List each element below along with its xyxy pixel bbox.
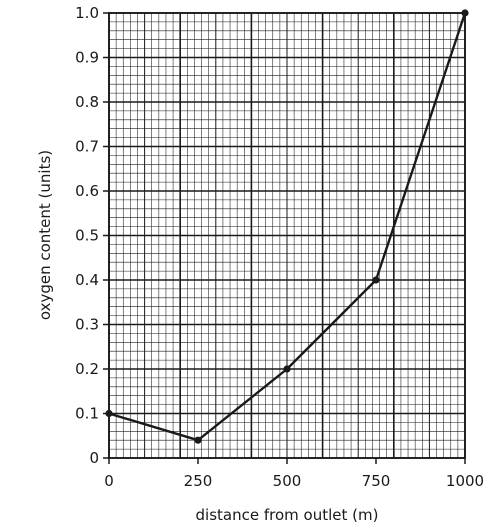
x-tick-label: 500 bbox=[273, 472, 302, 490]
series-layer bbox=[105, 9, 469, 444]
x-tick-label: 0 bbox=[104, 472, 114, 490]
y-tick-label: 0.3 bbox=[75, 316, 99, 334]
x-axis-label: distance from outlet (m) bbox=[196, 506, 379, 524]
y-tick-label: 0.2 bbox=[75, 360, 99, 378]
y-tick-label: 0.5 bbox=[75, 227, 99, 245]
x-axis-ticks: 0 250 500 750 1000 bbox=[104, 458, 484, 490]
y-tick-label: 0.9 bbox=[75, 49, 99, 67]
data-point bbox=[461, 9, 469, 17]
data-point bbox=[194, 436, 202, 444]
y-tick-label: 1.0 bbox=[75, 4, 99, 22]
y-axis-label: oxygen content (units) bbox=[36, 150, 54, 320]
y-tick-label: 0.4 bbox=[75, 271, 99, 289]
data-point bbox=[372, 276, 380, 284]
data-point bbox=[105, 409, 113, 418]
y-tick-label: 0 bbox=[89, 449, 99, 467]
y-tick-label: 0.8 bbox=[75, 93, 99, 111]
y-tick-label: 0.7 bbox=[75, 138, 99, 156]
x-tick-label: 750 bbox=[362, 472, 391, 490]
y-tick-label: 0.1 bbox=[75, 405, 99, 423]
y-axis-ticks: 0 0.1 0.2 0.3 0.4 0.5 0.6 0.7 0.8 0.9 1.0 bbox=[75, 4, 109, 467]
x-tick-label: 250 bbox=[184, 472, 213, 490]
data-point bbox=[283, 365, 291, 373]
y-tick-label: 0.6 bbox=[75, 182, 99, 200]
x-tick-label: 1000 bbox=[446, 472, 484, 490]
